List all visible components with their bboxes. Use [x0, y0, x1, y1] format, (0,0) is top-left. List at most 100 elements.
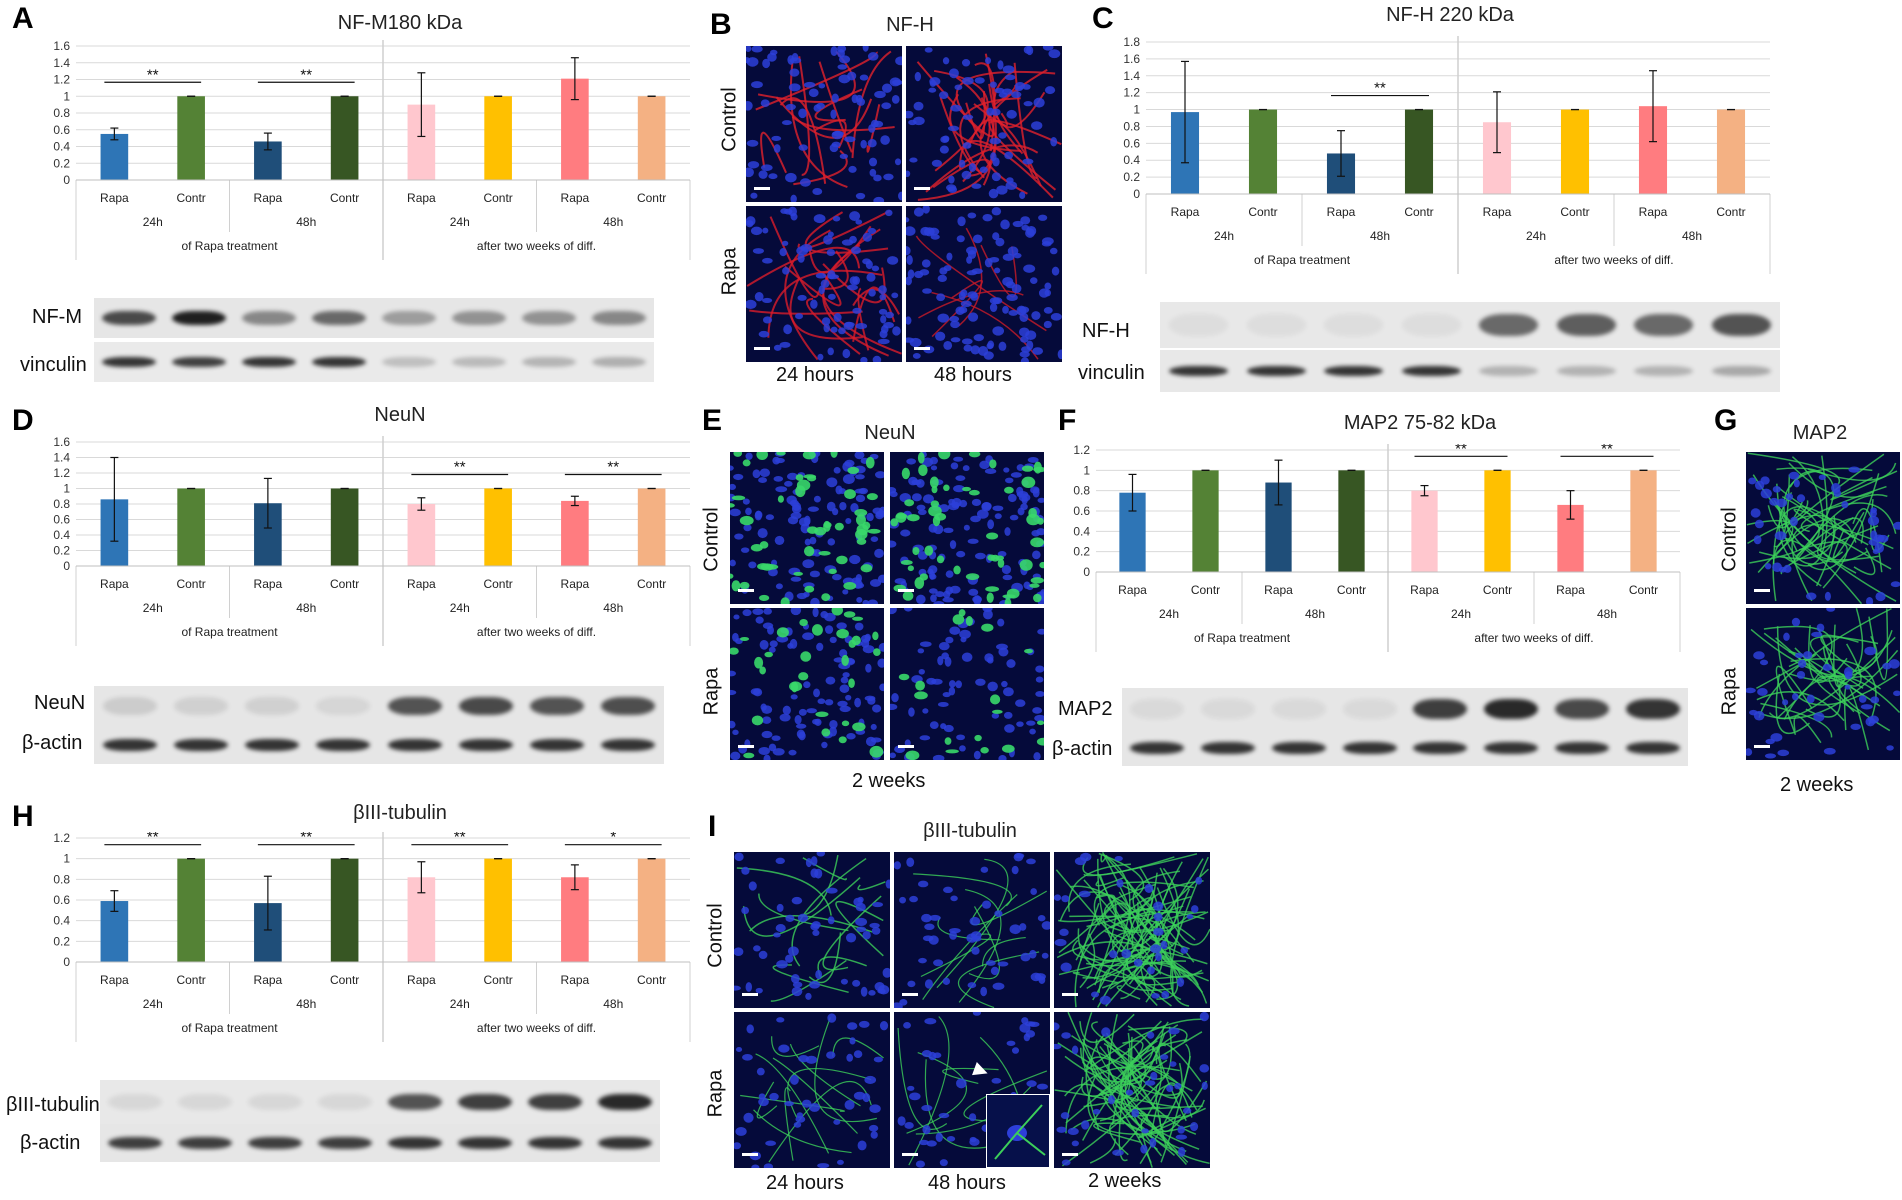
micrograph-fiber [958, 951, 1040, 1008]
micrograph-nucleus [831, 141, 841, 148]
chart-f-ytick: 0 [1083, 565, 1090, 579]
micrograph-nucleus [769, 1092, 779, 1101]
micrograph-cell [743, 752, 755, 759]
micrograph-image [890, 452, 1044, 604]
micrograph-nucleus [945, 636, 954, 644]
micrograph-nucleus [775, 583, 783, 590]
micrograph-nucleus [942, 597, 954, 603]
micrograph-nucleus [981, 501, 992, 512]
micrograph-nucleus [906, 316, 912, 325]
scale-bar [898, 589, 914, 592]
micrograph-nucleus [1153, 912, 1163, 922]
micrograph-fiber [1756, 691, 1845, 722]
micrograph-nucleus [919, 641, 932, 647]
scale-bar [914, 187, 930, 190]
micrograph-fiber [1091, 1021, 1193, 1092]
micrograph-cell [811, 624, 823, 636]
panel-b-col-24h: 24 hours [776, 364, 854, 386]
micrograph-nucleus [971, 946, 980, 955]
micrograph-nucleus [1159, 1054, 1169, 1060]
micrograph-nucleus [833, 1119, 841, 1125]
chart-a-ytick: 0.4 [53, 140, 70, 154]
micrograph-nucleus [953, 456, 964, 462]
micrograph-nucleus [998, 341, 1007, 351]
micrograph-nucleus [1774, 531, 1787, 541]
micrograph-nucleus [865, 736, 877, 747]
inset-neurite [994, 1104, 1046, 1160]
blot-band [1479, 314, 1539, 336]
micrograph-nucleus [760, 99, 770, 107]
blot-band [1625, 742, 1680, 754]
micrograph-cell [776, 627, 789, 638]
micrograph-nucleus [734, 1142, 742, 1150]
micrograph-nucleus [956, 550, 966, 558]
micrograph-cell [754, 656, 764, 669]
micrograph-cell [838, 736, 847, 744]
chart-a-ytick: 0.2 [53, 156, 70, 170]
micrograph-nucleus [1035, 676, 1044, 683]
chart-a-time-label: 48h [603, 215, 623, 229]
micrograph-nucleus [803, 81, 816, 88]
micrograph-nucleus [1035, 665, 1044, 673]
micrograph-nucleus [1107, 1095, 1116, 1105]
micrograph-nucleus [957, 216, 966, 227]
micrograph-cell [997, 558, 1005, 568]
micrograph-nucleus [972, 234, 983, 244]
micrograph-fiber [1072, 939, 1110, 962]
micrograph-cell [919, 573, 928, 581]
micrograph-fiber [746, 246, 861, 287]
micrograph-nucleus [751, 46, 763, 53]
micrograph-nucleus [1114, 855, 1123, 862]
micrograph-fiber [971, 890, 1047, 926]
micrograph-nucleus [997, 618, 1005, 627]
micrograph-e-control-1 [730, 452, 884, 604]
micrograph-nucleus [918, 957, 927, 964]
micrograph-nucleus [833, 467, 841, 474]
blot-h-label-1: βIII-tubulin [6, 1094, 100, 1116]
chart-f-bar [1411, 490, 1438, 572]
panel-letter-c: C [1092, 2, 1114, 35]
micrograph-nucleus [778, 1044, 790, 1053]
micrograph-b-control-48h [906, 46, 1062, 202]
chart-d-category-label: Rapa [100, 577, 129, 591]
scale-bar [754, 187, 770, 190]
micrograph-nucleus [913, 101, 924, 111]
micrograph-nucleus [818, 83, 826, 89]
micrograph-nucleus [1190, 1121, 1199, 1132]
blot-band [172, 357, 226, 367]
chart-f-category-label: Rapa [1556, 583, 1585, 597]
chart-a-category-label: Rapa [407, 191, 436, 205]
micrograph-nucleus [1199, 1064, 1210, 1073]
micrograph-cell [904, 499, 915, 507]
micrograph-nucleus [1020, 346, 1031, 353]
micrograph-nucleus [894, 861, 902, 870]
micrograph-nucleus [1785, 493, 1794, 501]
micrograph-nucleus [944, 656, 952, 667]
micrograph-cell [1029, 583, 1040, 588]
micrograph-nucleus [773, 344, 782, 351]
micrograph-nucleus [854, 452, 865, 460]
micrograph-cell [733, 452, 743, 457]
micrograph-nucleus [802, 632, 814, 640]
chart-d-category-label: Rapa [254, 577, 283, 591]
chart-a-bar [330, 96, 359, 180]
blot-band [1246, 314, 1306, 336]
micrograph-nucleus [992, 157, 1000, 167]
micrograph-nucleus [853, 1091, 866, 1100]
micrograph-fiber [1085, 1056, 1130, 1131]
micrograph-nucleus [827, 538, 836, 546]
micrograph-fiber [958, 227, 983, 327]
micrograph-nucleus [958, 306, 968, 314]
blot-d-label-2: β-actin [22, 732, 83, 754]
micrograph-nucleus [1750, 508, 1761, 518]
micrograph-fiber [1783, 675, 1900, 720]
micrograph-nucleus [867, 52, 879, 61]
chart-c-category-label: Rapa [1483, 205, 1512, 219]
micrograph-nucleus [992, 982, 1005, 990]
micrograph-nucleus [915, 1160, 926, 1168]
micrograph-nucleus [769, 640, 778, 648]
micrograph-nucleus [943, 724, 954, 733]
micrograph-fiber [1788, 608, 1864, 682]
micrograph-fiber [832, 1037, 884, 1059]
panel-letter-a: A [12, 2, 34, 35]
